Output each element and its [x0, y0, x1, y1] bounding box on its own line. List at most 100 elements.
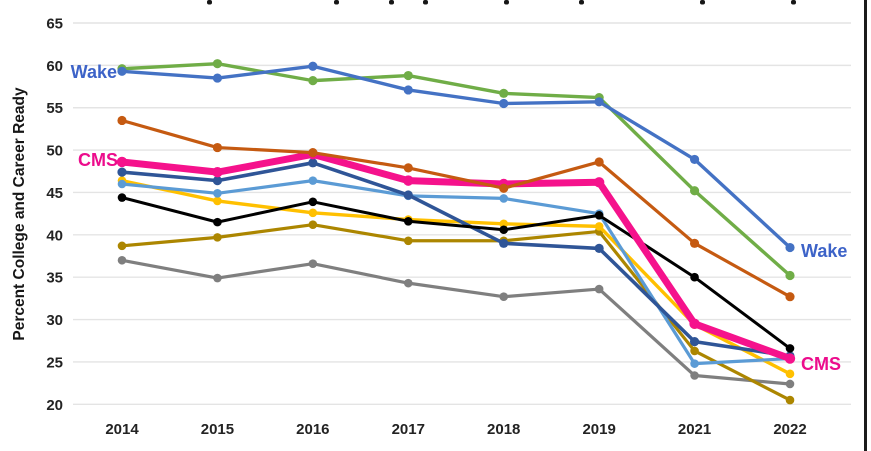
data-point [117, 255, 127, 265]
data-point [403, 70, 413, 81]
data-point [117, 115, 127, 126]
data-point [594, 284, 604, 294]
data-point [785, 395, 795, 405]
data-point [308, 148, 318, 158]
data-point [308, 208, 318, 218]
data-point [212, 166, 223, 178]
data-point [308, 158, 318, 168]
data-point [213, 196, 222, 206]
y-axis-tick-labels: 65 60 55 50 45 40 35 30 25 20 [46, 16, 63, 414]
series-label-cms: CMS [78, 150, 118, 170]
data-point [499, 219, 509, 229]
data-point [690, 346, 699, 356]
data-point [116, 156, 128, 168]
series-district-gray [117, 255, 795, 389]
data-point [212, 142, 223, 153]
y-tick-label: 55 [46, 100, 63, 117]
data-point [403, 163, 413, 173]
x-tick-label: 2019 [582, 421, 615, 438]
data-point [403, 236, 413, 246]
data-point [308, 176, 318, 185]
data-point [499, 292, 509, 302]
y-tick-label: 20 [46, 397, 63, 414]
data-point [689, 318, 700, 330]
series-labels: Wake CMS Wake CMS [71, 62, 848, 374]
data-point [213, 217, 222, 227]
data-point [594, 222, 604, 231]
data-point [117, 66, 127, 76]
x-tick-label: 2017 [392, 421, 425, 438]
data-point [785, 242, 795, 253]
data-point [499, 238, 509, 248]
data-point [785, 270, 795, 281]
data-point [690, 359, 699, 368]
x-tick-label: 2015 [201, 421, 234, 438]
data-point [213, 233, 222, 242]
x-tick-label: 2016 [296, 421, 329, 438]
data-point [499, 88, 509, 98]
series-label-wake: Wake [71, 62, 117, 82]
x-tick-label: 2022 [773, 421, 806, 438]
data-point [690, 272, 699, 282]
data-point [213, 273, 222, 283]
y-tick-label: 35 [46, 270, 63, 287]
series-label-wake: Wake [801, 241, 847, 261]
data-point [212, 176, 223, 186]
data-point [594, 211, 604, 220]
data-point [594, 157, 604, 167]
series-district-black [117, 193, 795, 353]
data-point [785, 344, 795, 353]
y-tick-label: 45 [46, 185, 63, 202]
data-point [308, 61, 318, 71]
data-point [594, 243, 604, 254]
x-tick-label: 2021 [678, 421, 711, 438]
x-tick-label: 2018 [487, 421, 520, 438]
data-point [784, 353, 796, 364]
data-point [689, 337, 700, 347]
data-point [308, 220, 318, 229]
data-point [593, 177, 605, 188]
data-point [403, 190, 413, 200]
cropped-title-fragments [207, 0, 796, 5]
data-point [785, 369, 795, 379]
y-tick-label: 40 [46, 227, 63, 244]
data-point [594, 97, 604, 107]
y-axis-title: Percent College and Career Ready [11, 87, 28, 341]
data-point [403, 85, 413, 95]
y-tick-label: 60 [46, 58, 63, 75]
data-point [308, 197, 318, 207]
data-point [212, 59, 223, 69]
data-point [117, 241, 127, 251]
data-point [308, 259, 318, 268]
slide-right-border [864, 0, 867, 451]
data-point [213, 189, 222, 198]
series-district-brown [117, 115, 795, 302]
data-point [117, 193, 127, 202]
data-point [499, 98, 509, 109]
data-point [785, 292, 795, 302]
y-tick-label: 65 [46, 16, 63, 33]
series-label-cms: CMS [801, 354, 841, 374]
data-point [117, 167, 127, 177]
data-point [499, 225, 509, 235]
data-point [403, 175, 414, 186]
y-tick-label: 50 [46, 143, 63, 160]
data-point [403, 278, 413, 288]
data-point [785, 379, 795, 389]
x-axis-tick-labels: 2014 2015 2016 2017 2018 2019 2021 2022 [105, 421, 806, 438]
data-point [689, 238, 700, 248]
data-point [689, 186, 700, 196]
data-point [308, 76, 318, 86]
y-tick-label: 30 [46, 312, 63, 329]
data-point [499, 194, 509, 203]
data-point [117, 179, 127, 189]
data-point [403, 216, 413, 226]
x-tick-label: 2014 [105, 421, 139, 438]
series-Wake [117, 61, 795, 253]
series-district-green [117, 59, 795, 281]
data-point [689, 154, 700, 165]
data-point [690, 371, 699, 380]
data-point [499, 183, 509, 193]
